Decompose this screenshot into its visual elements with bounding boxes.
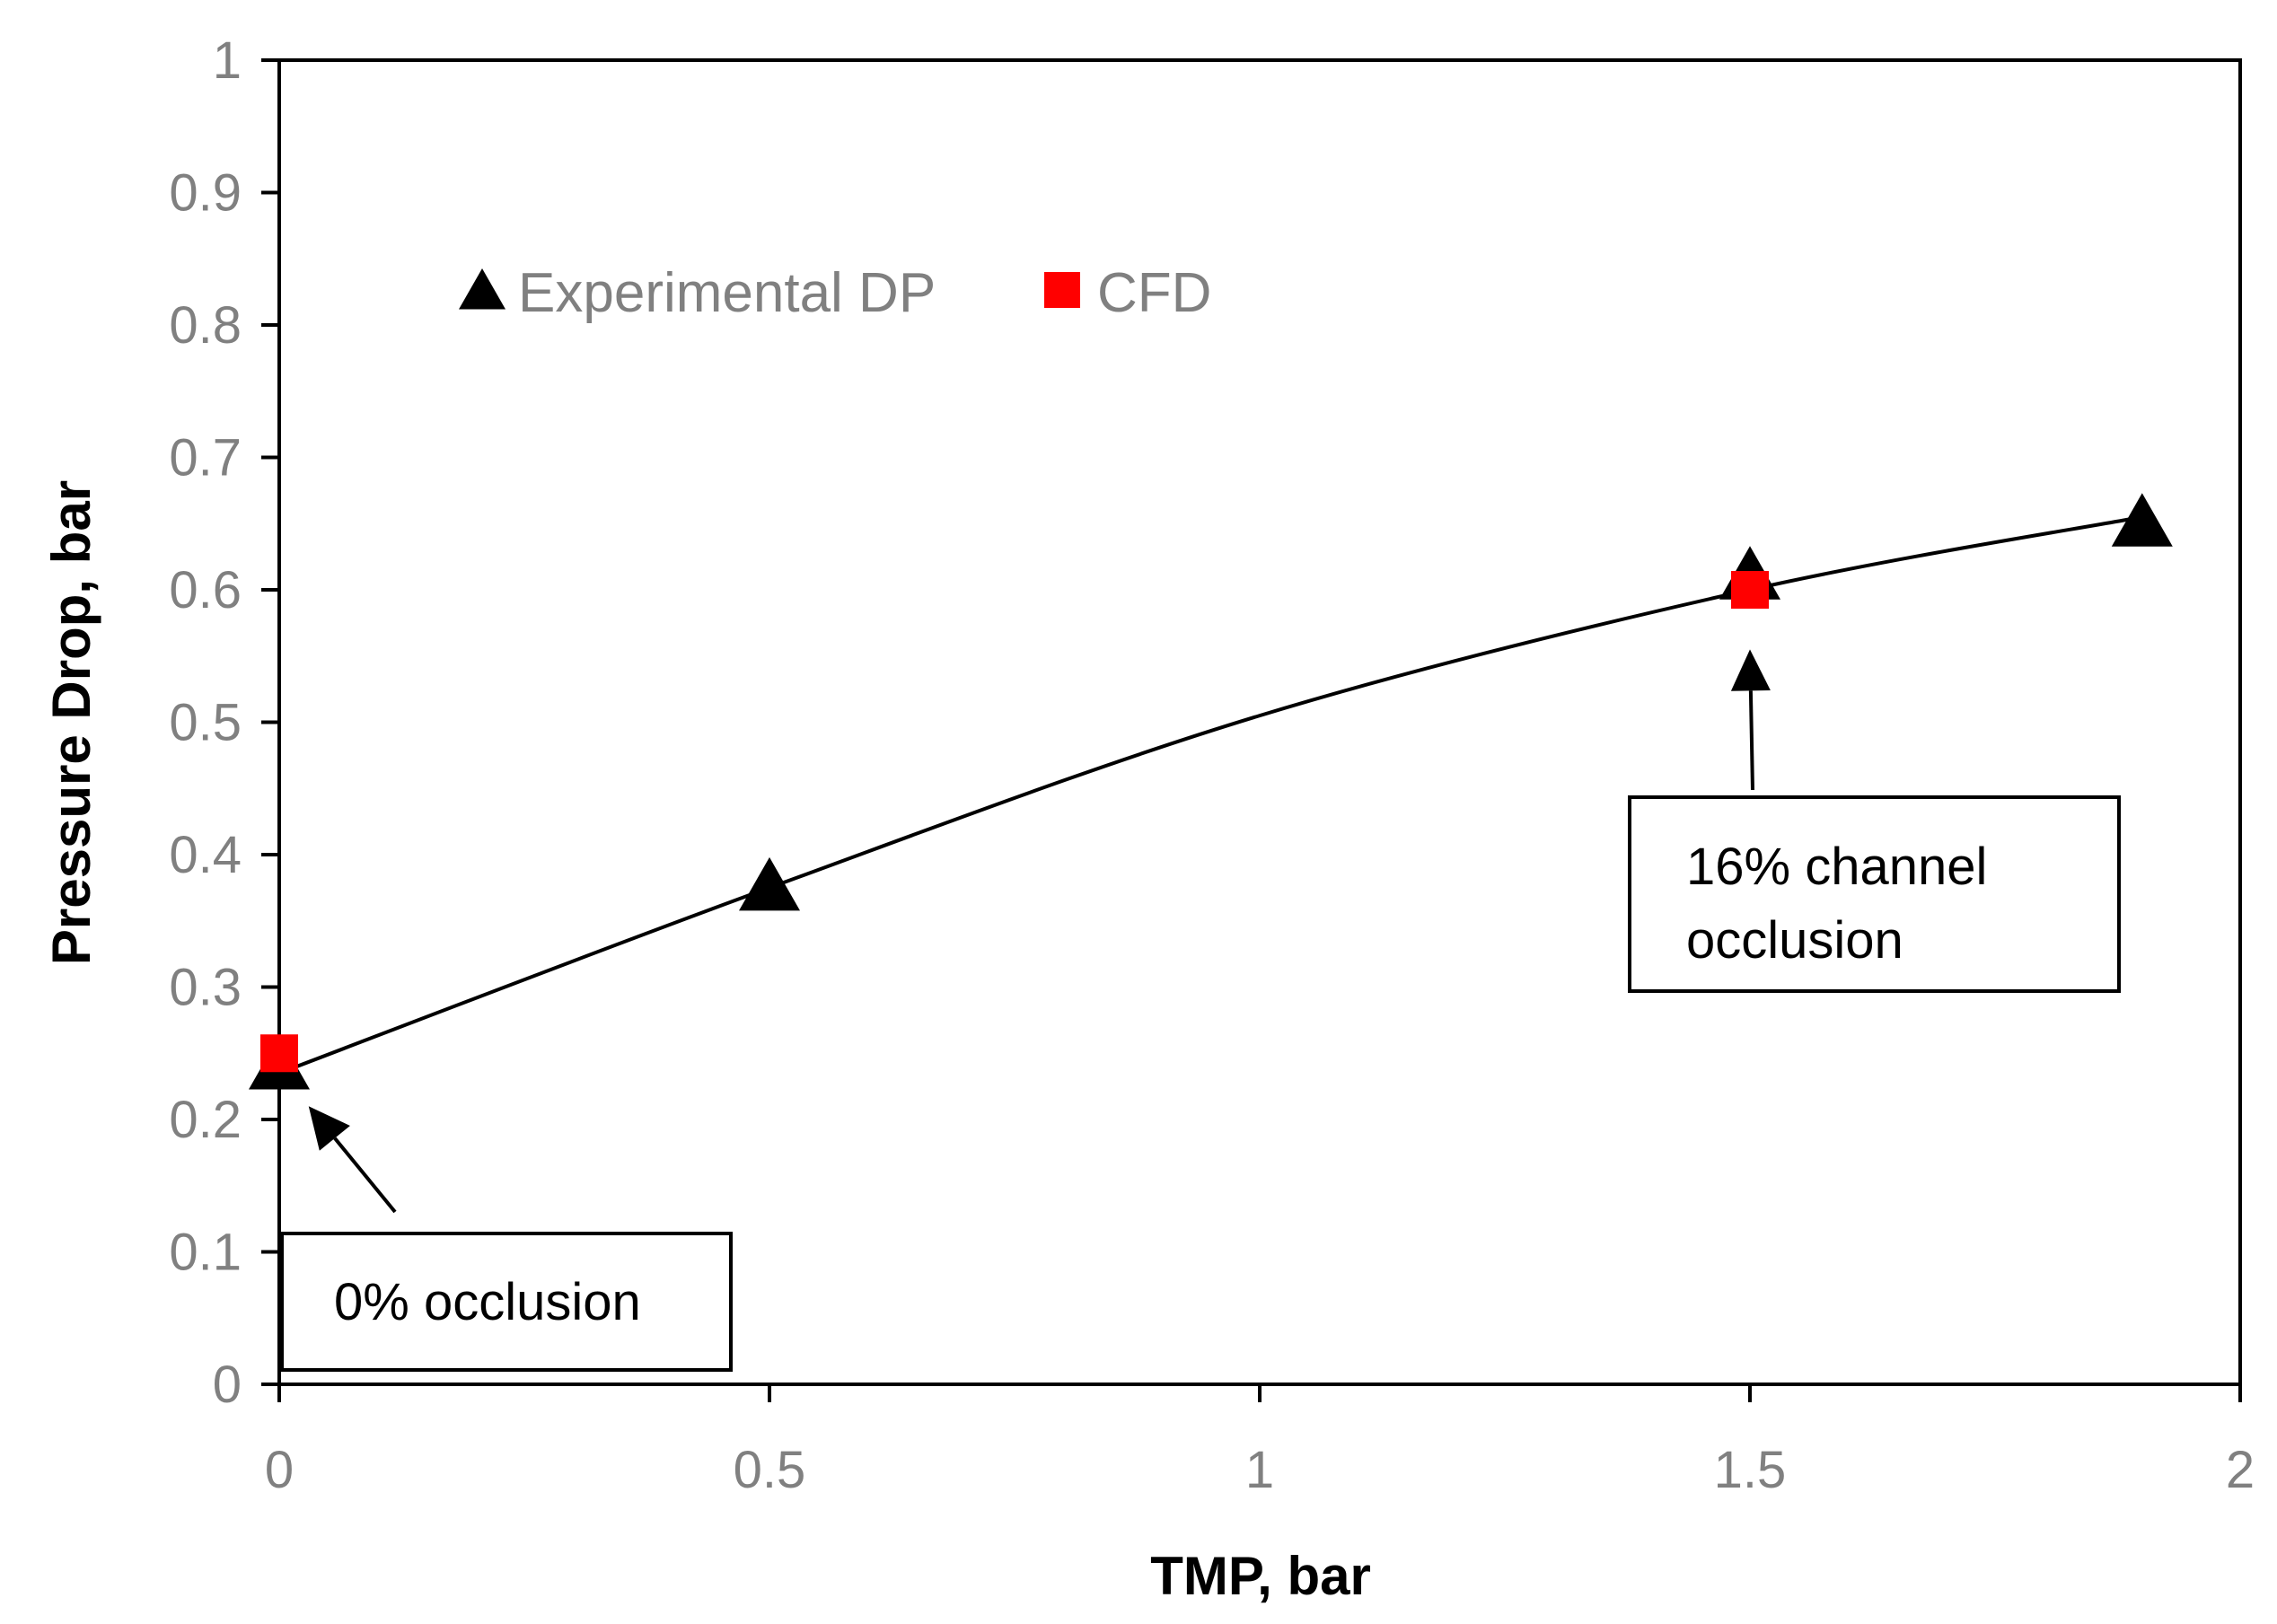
annotation-arrow-line (333, 1137, 397, 1214)
legend-marker-experimental-dp (459, 268, 506, 310)
annotation-box (1628, 795, 2121, 993)
y-tick-label: 0.9 (169, 164, 242, 223)
data-points (249, 493, 2173, 1090)
y-tick-label: 0.4 (169, 826, 242, 884)
y-tick-label: 0.7 (169, 429, 242, 487)
y-tick-label: 0.3 (169, 959, 242, 1017)
x-tick-label: 2 (2226, 1441, 2255, 1499)
annotation-text: 16% channel (1686, 838, 1987, 896)
annotation-box (280, 1232, 733, 1372)
y-tick-label: 0 (213, 1356, 242, 1414)
legend-marker-cfd (1044, 272, 1080, 308)
plot-frame (277, 58, 2242, 1386)
y-axis-title: Pressure Drop, bar (41, 480, 101, 965)
y-tick-label: 1 (213, 31, 242, 90)
x-tick-label: 1.5 (1714, 1441, 1787, 1499)
trendline-layer (278, 514, 2143, 1075)
annotation-arrow-line (1748, 690, 1754, 791)
legend-label: Experimental DP (518, 262, 936, 324)
tick-labels: 0 0.1 0.2 0.3 0.4 0.5 0.6 0.7 0.8 0.9 1 0 0.5 1 1.5 2 (169, 31, 2255, 1499)
x-axis-title: TMP, bar (1150, 1546, 1371, 1606)
x-tick-label: 1 (1245, 1441, 1274, 1499)
cfd-point (1731, 571, 1769, 609)
tick-marks (261, 58, 2242, 1402)
annotation-arrow-head (1730, 649, 1771, 691)
y-tick-label: 0.8 (169, 296, 242, 355)
y-tick-label: 0.2 (169, 1091, 242, 1149)
annotation-arrow-head (308, 1106, 350, 1151)
legend: Experimental DP CFD (459, 262, 1211, 324)
cfd-point (260, 1034, 298, 1073)
annotations: 0% occlusion 16% channel occlusion (280, 649, 2121, 1372)
trendline (278, 514, 2143, 1075)
experimental-dp-point (739, 856, 800, 911)
axes (277, 58, 2242, 1386)
legend-label: CFD (1097, 262, 1211, 324)
y-tick-label: 0.1 (169, 1224, 242, 1282)
experimental-dp-point (2111, 493, 2173, 547)
x-tick-label: 0.5 (734, 1441, 806, 1499)
y-tick-label: 0.6 (169, 561, 242, 619)
x-tick-label: 0 (265, 1441, 294, 1499)
annotation-text: occlusion (1686, 911, 1903, 970)
y-tick-label: 0.5 (169, 694, 242, 752)
annotation-text: 0% occlusion (334, 1273, 641, 1331)
